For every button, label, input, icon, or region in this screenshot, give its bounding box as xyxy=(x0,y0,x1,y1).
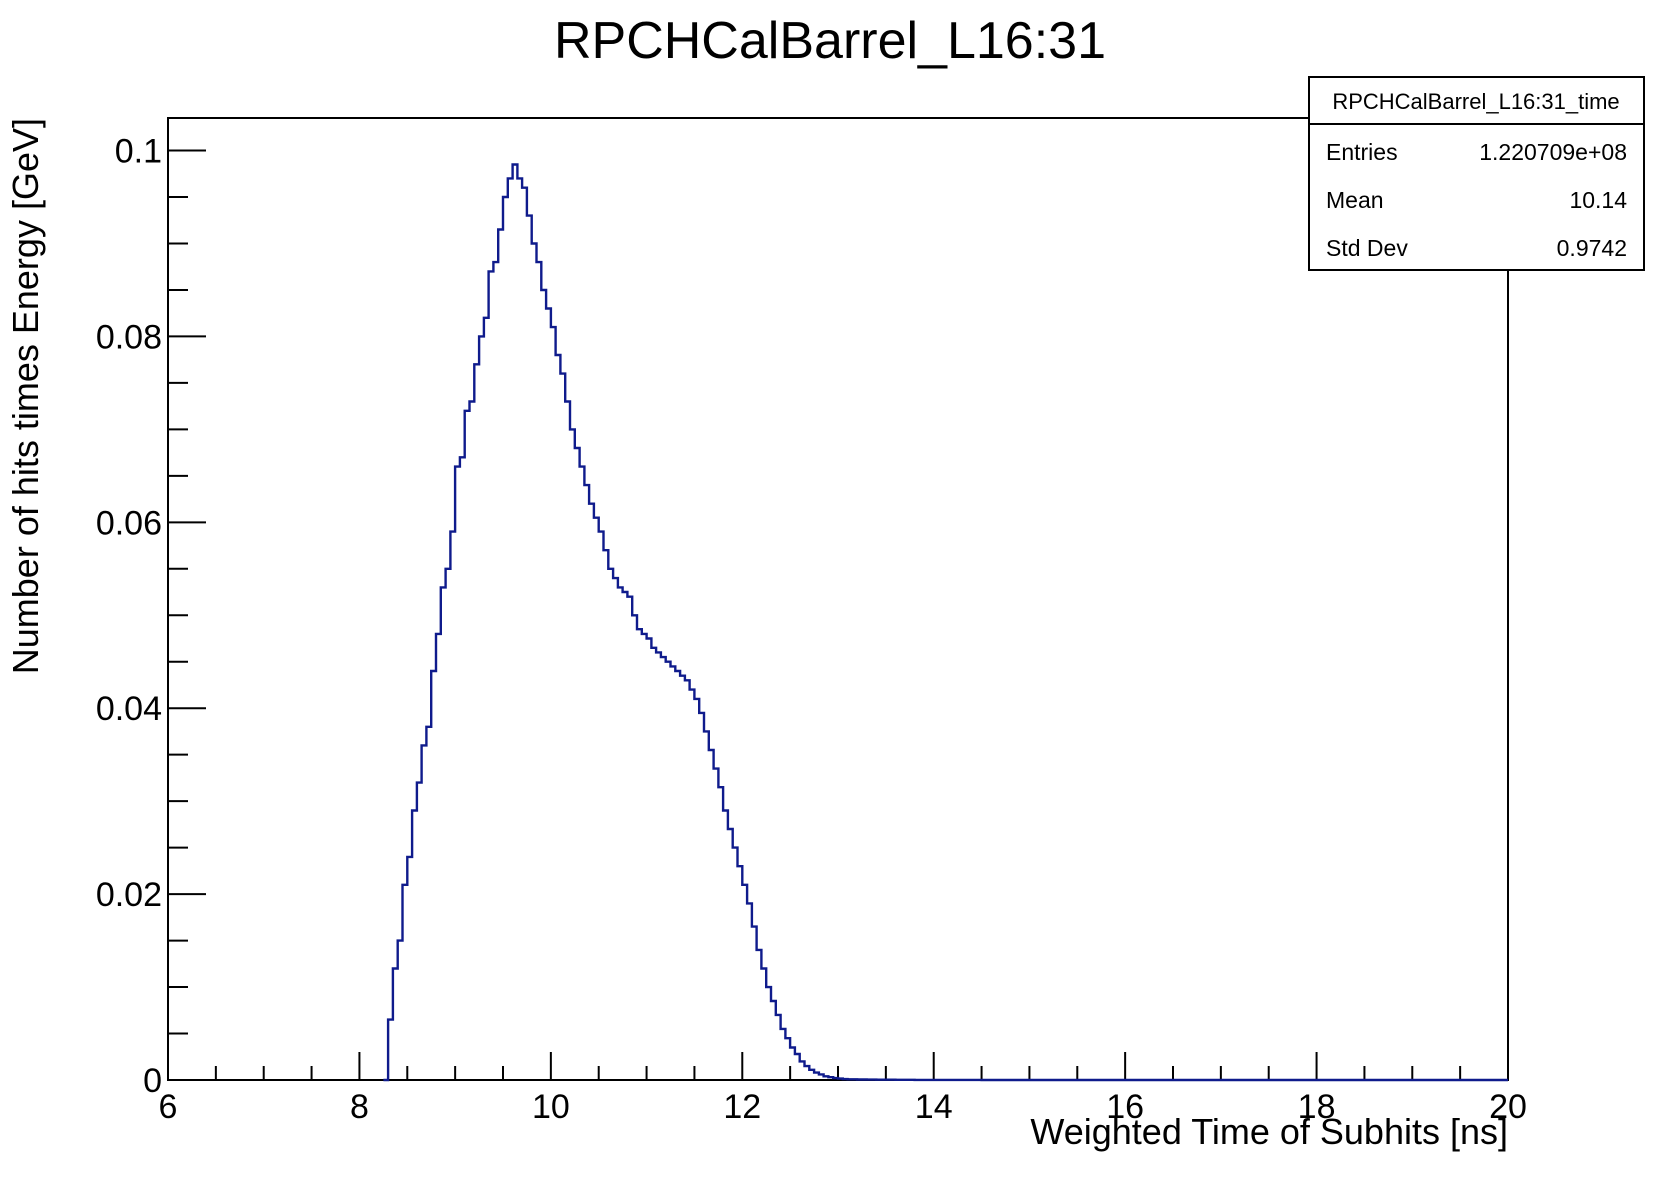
x-axis-label: Weighted Time of Subhits [ns] xyxy=(1030,1111,1508,1152)
x-tick-label: 8 xyxy=(350,1088,369,1126)
y-tick-label: 0.04 xyxy=(96,690,162,728)
y-tick-label: 0.08 xyxy=(96,318,162,356)
x-axis: 6 8 10 12 14 16 18 20 xyxy=(159,1052,1527,1126)
y-tick-label: 0.1 xyxy=(115,133,162,171)
y-axis: 0 0.02 0.04 0.06 0.08 0.1 xyxy=(96,133,206,1100)
y-tick-label: 0 xyxy=(143,1062,162,1100)
x-tick-label: 20 xyxy=(1489,1088,1527,1126)
stats-box-title: RPCHCalBarrel_L16:31_time xyxy=(1332,89,1619,114)
stats-row-value: 1.220709e+08 xyxy=(1479,139,1627,165)
chart-title: RPCHCalBarrel_L16:31 xyxy=(554,12,1106,70)
stats-row-value: 10.14 xyxy=(1569,187,1627,213)
stats-row-value: 0.9742 xyxy=(1557,235,1627,261)
y-axis-label: Number of hits times Energy [GeV] xyxy=(5,118,46,674)
stats-rows: Entries 1.220709e+08 Mean 10.14 Std Dev 0.974… xyxy=(1326,139,1627,261)
y-tick-label: 0.06 xyxy=(96,504,162,542)
plot-frame xyxy=(167,117,1509,1081)
x-tick-label: 14 xyxy=(915,1088,953,1126)
y-tick-label: 0.02 xyxy=(96,876,162,914)
x-tick-label: 16 xyxy=(1106,1088,1144,1126)
x-tick-label: 18 xyxy=(1298,1088,1336,1126)
stats-row-label: Entries xyxy=(1326,139,1398,165)
x-tick-label: 6 xyxy=(159,1088,178,1126)
stats-row-label: Std Dev xyxy=(1326,235,1408,261)
histogram-line xyxy=(383,163,1508,1082)
stats-box: RPCHCalBarrel_L16:31_time Entries 1.22070… xyxy=(1308,76,1645,271)
x-tick-label: 10 xyxy=(532,1088,570,1126)
x-tick-label: 12 xyxy=(723,1088,761,1126)
stats-box-frame xyxy=(1308,76,1645,271)
stats-row-label: Mean xyxy=(1326,187,1384,213)
